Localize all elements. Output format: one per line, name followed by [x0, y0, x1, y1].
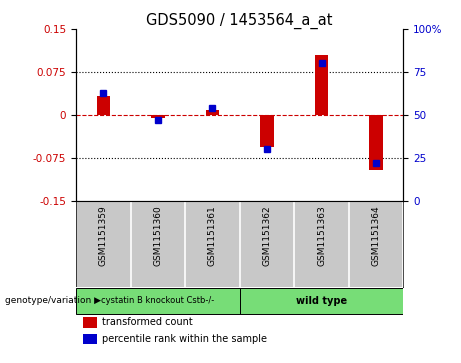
- Text: genotype/variation ▶: genotype/variation ▶: [5, 296, 100, 305]
- Bar: [240, 287, 403, 314]
- Text: cystatin B knockout Cstb-/-: cystatin B knockout Cstb-/-: [101, 296, 214, 305]
- Text: percentile rank within the sample: percentile rank within the sample: [102, 334, 267, 344]
- Bar: [83, 334, 97, 344]
- Bar: [369, 115, 383, 170]
- Bar: [96, 95, 110, 115]
- Text: GSM1151359: GSM1151359: [99, 205, 108, 266]
- Bar: [151, 115, 165, 118]
- Text: transformed count: transformed count: [102, 318, 193, 327]
- Text: GSM1151360: GSM1151360: [154, 205, 162, 266]
- Bar: [260, 115, 274, 147]
- Text: GSM1151364: GSM1151364: [372, 205, 381, 266]
- Text: GSM1151363: GSM1151363: [317, 205, 326, 266]
- Bar: [83, 317, 97, 327]
- Bar: [206, 110, 219, 115]
- Title: GDS5090 / 1453564_a_at: GDS5090 / 1453564_a_at: [147, 13, 333, 29]
- Bar: [76, 287, 240, 314]
- Text: wild type: wild type: [296, 296, 347, 306]
- Bar: [315, 55, 328, 115]
- Text: GSM1151362: GSM1151362: [262, 205, 272, 266]
- Text: GSM1151361: GSM1151361: [208, 205, 217, 266]
